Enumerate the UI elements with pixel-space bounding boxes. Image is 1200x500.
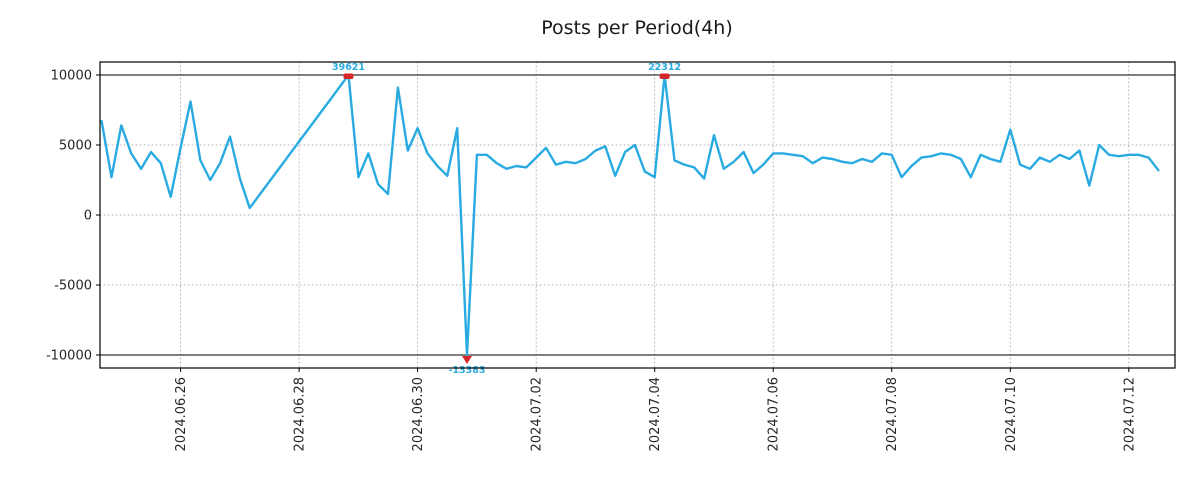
min-annotation-label: -13383 <box>449 365 486 376</box>
x-tick-label: 2024.07.04 <box>648 377 663 451</box>
x-tick-label: 2024.06.26 <box>174 377 189 451</box>
plot-frame <box>99 61 1176 369</box>
x-tick-label: 2024.06.30 <box>411 377 426 451</box>
x-tick-label: 2024.07.10 <box>1004 377 1019 451</box>
peak-marker <box>659 73 670 79</box>
x-tick-label: 2024.07.08 <box>885 377 900 451</box>
x-tick-label: 2024.07.12 <box>1122 377 1137 451</box>
series-line <box>100 73 1160 357</box>
y-tick-label: 10000 <box>51 69 92 84</box>
plot-area: 2024.06.26 2024.06.28 2024.06.30 2024.07.02… <box>46 61 1176 451</box>
peak-annotation-label: 22312 <box>648 62 681 73</box>
peak-annotation-label: 39621 <box>332 62 365 73</box>
peak-marker <box>343 73 354 79</box>
y-tick-label: 0 <box>84 209 92 224</box>
x-tick-label: 2024.07.06 <box>767 377 782 451</box>
chart-title: Posts per Period(4h) <box>541 17 733 39</box>
x-tick-label: 2024.07.02 <box>530 377 545 451</box>
y-tick-label: -10000 <box>46 349 92 364</box>
y-tick-label: -5000 <box>54 279 92 294</box>
y-tick-label: 5000 <box>59 139 92 154</box>
min-marker <box>462 356 472 364</box>
x-tick-label: 2024.06.28 <box>293 377 308 451</box>
